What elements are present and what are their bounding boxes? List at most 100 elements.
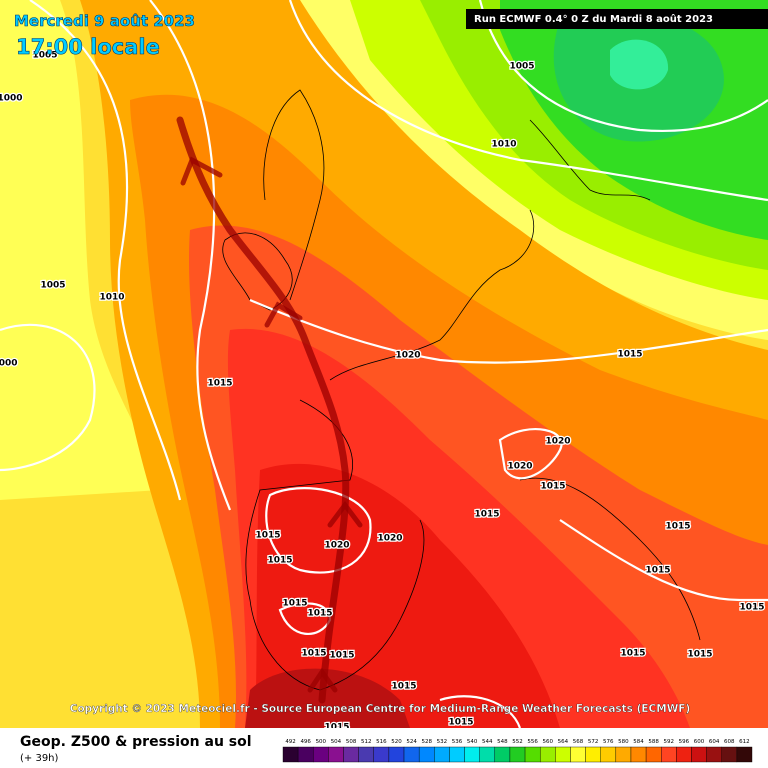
jet-arrow xyxy=(176,116,363,704)
isobar-label: 1020 xyxy=(545,437,570,447)
isobar-label: 1015 xyxy=(617,350,642,360)
isobar-label: 1020 xyxy=(507,462,532,472)
scale-label: 512 xyxy=(361,739,372,745)
isobar-label: 1015 xyxy=(267,556,292,566)
color-scale: 492 496 500 504 508 512 516 520 524 528 532 536 540 5… xyxy=(282,739,753,763)
isobar-label: 1015 xyxy=(307,609,332,619)
isobar-label: 1015 xyxy=(301,649,326,659)
scale-label: 568 xyxy=(573,739,584,745)
scale-label: 612 xyxy=(739,739,750,745)
scale-label: 560 xyxy=(543,739,554,745)
scale-label: 584 xyxy=(633,739,644,745)
scale-label: 600 xyxy=(694,739,705,745)
scale-swatch xyxy=(706,746,722,763)
isobar-label: 1015 xyxy=(739,603,764,613)
isobar-label: 1020 xyxy=(324,541,349,551)
scale-label: 536 xyxy=(452,739,463,745)
isobar-label: 1015 xyxy=(329,651,354,661)
scale-swatch xyxy=(494,746,511,763)
scale-swatch xyxy=(691,746,707,763)
isobar-label: 1015 xyxy=(620,649,645,659)
scale-label: 608 xyxy=(724,739,735,745)
scale-swatch xyxy=(676,746,692,763)
isobar-label: 1000 xyxy=(0,359,18,369)
scale-label: 596 xyxy=(679,739,690,745)
isobar-label: 1015 xyxy=(255,531,280,541)
copyright: Copyright © 2023 Meteociel.fr - Source E… xyxy=(70,703,691,715)
coastlines xyxy=(222,89,701,691)
scale-swatch xyxy=(721,746,738,763)
scale-label: 592 xyxy=(664,739,675,745)
isobar-label: 1015 xyxy=(540,482,565,492)
scale-swatch xyxy=(645,746,662,763)
scale-swatch xyxy=(328,746,344,763)
scale-label: 504 xyxy=(331,739,342,745)
scale-swatch xyxy=(539,746,556,763)
scale-swatch xyxy=(313,746,329,763)
scale-swatch xyxy=(630,746,647,763)
scale-swatch xyxy=(403,746,420,763)
scale-label: 516 xyxy=(376,739,387,745)
scale-swatch xyxy=(297,746,314,763)
scale-swatch xyxy=(282,746,299,763)
scale-label: 576 xyxy=(603,739,614,745)
scale-swatch xyxy=(524,746,541,763)
scale-swatch xyxy=(585,746,601,763)
scale-label: 500 xyxy=(316,739,327,745)
local-time: 17:00 locale xyxy=(16,35,160,59)
isobar-labels: 1005 1000 1005 1010 1005 1010 1000 1015 1020 1015… xyxy=(0,49,766,734)
scale-label: 580 xyxy=(618,739,629,745)
scale-swatch xyxy=(388,746,405,763)
scale-swatch xyxy=(373,746,390,763)
scale-label: 544 xyxy=(482,739,493,745)
scale-swatch xyxy=(736,746,753,763)
isobar-label: 1020 xyxy=(395,351,420,361)
isobar-label: 1000 xyxy=(0,94,23,104)
scale-label: 588 xyxy=(648,739,659,745)
scale-label: 564 xyxy=(558,739,569,745)
isobar-label: 1015 xyxy=(645,566,670,576)
isobar-label: 1015 xyxy=(474,510,499,520)
scale-label: 508 xyxy=(346,739,357,745)
scale-swatch xyxy=(555,746,571,763)
date: Mercredi 9 août 2023 xyxy=(14,12,195,30)
scale-swatch xyxy=(479,746,496,763)
scale-label: 524 xyxy=(406,739,417,745)
scale-swatch xyxy=(615,746,632,763)
scale-label: 556 xyxy=(527,739,538,745)
isobar-label: 1005 xyxy=(32,51,57,61)
isobar-label: 1015 xyxy=(687,650,712,660)
scale-label: 532 xyxy=(437,739,448,745)
isobar-label: 1010 xyxy=(99,293,124,303)
scale-label: 528 xyxy=(421,739,432,745)
scale-swatch xyxy=(434,746,450,763)
isobars xyxy=(0,0,768,729)
isobar-label: 1005 xyxy=(40,281,65,291)
scale-label: 572 xyxy=(588,739,599,745)
field xyxy=(0,0,768,728)
isobar-label: 1020 xyxy=(377,534,402,544)
scale-swatch xyxy=(358,746,374,763)
isobar-label: 1015 xyxy=(207,379,232,389)
isobar-label: 1015 xyxy=(282,599,307,609)
isobar-label: 1015 xyxy=(391,682,416,692)
scale-label: 520 xyxy=(391,739,402,745)
scale-swatch xyxy=(509,746,526,763)
scale-swatch xyxy=(449,746,465,763)
scale-swatch xyxy=(600,746,617,763)
isobar-label: 1005 xyxy=(509,62,534,72)
scale-label: 604 xyxy=(709,739,720,745)
scale-swatch xyxy=(661,746,677,763)
scale-swatch xyxy=(418,746,435,763)
scale-label: 548 xyxy=(497,739,508,745)
isobar-label: 1015 xyxy=(448,718,473,728)
footer-title: Geop. Z500 & pression au sol xyxy=(20,734,252,750)
isobar-label: 1010 xyxy=(491,140,516,150)
scale-label: 552 xyxy=(512,739,523,745)
lead-time: (+ 39h) xyxy=(20,753,59,764)
run-box xyxy=(466,9,768,29)
scale-label: 496 xyxy=(300,739,311,745)
scale-label: 492 xyxy=(285,739,296,745)
run-info: Run ECMWF 0.4° 0 Z du Mardi 8 août 2023 xyxy=(474,13,713,25)
